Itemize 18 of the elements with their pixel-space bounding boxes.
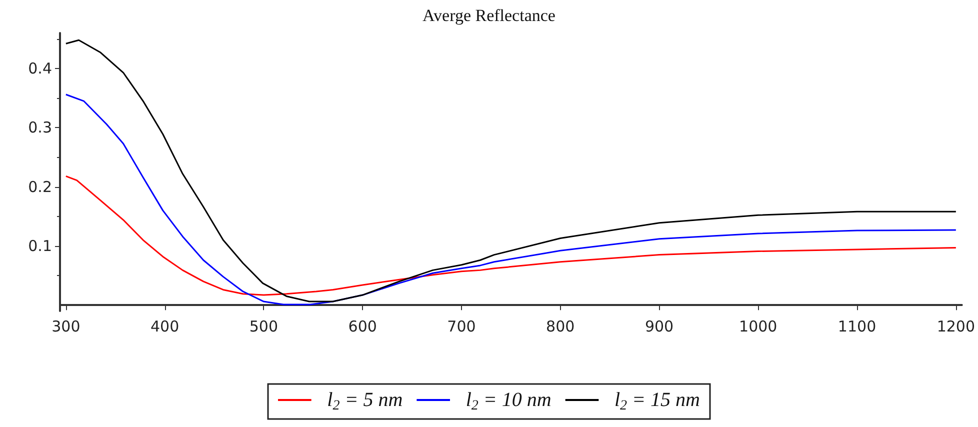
line-series	[65, 175, 957, 296]
line-series	[65, 94, 957, 306]
x-tick-label: 800	[546, 318, 575, 336]
y-tick-label: 0.4	[28, 59, 52, 78]
x-tick-label: 600	[348, 318, 377, 336]
x-tick-label: 400	[150, 318, 180, 336]
x-tick-label: 300	[52, 318, 80, 336]
y-tick-label: 0.2	[28, 178, 52, 196]
x-tick-label: 500	[249, 318, 278, 336]
y-tick-label: 0.3	[28, 118, 52, 137]
chart-title: Averge Reflectance	[422, 6, 556, 25]
x-tick-label: 1000	[739, 318, 778, 336]
y-tick-label: 0.1	[28, 236, 52, 255]
x-tick-label: 1200	[936, 318, 976, 336]
x-tick-label: 700	[447, 318, 476, 336]
line-series	[65, 39, 957, 302]
x-tick-label: 900	[644, 318, 674, 336]
x-tick-label: 1100	[838, 318, 876, 336]
